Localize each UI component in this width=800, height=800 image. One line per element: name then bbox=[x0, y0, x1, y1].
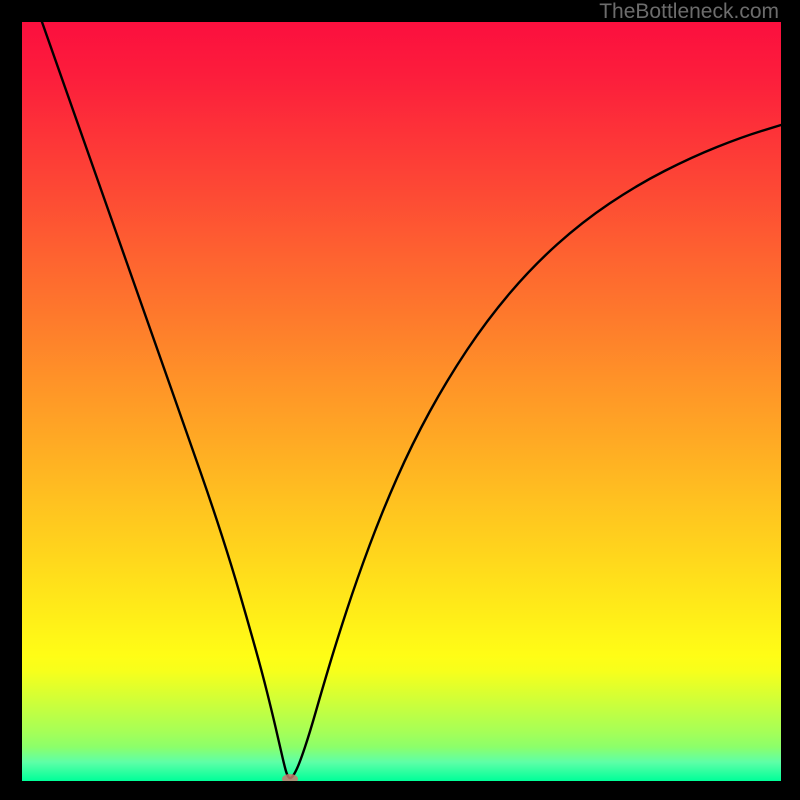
watermark-text: TheBottleneck.com bbox=[599, 0, 779, 24]
plot-area bbox=[22, 22, 781, 781]
bottleneck-curve bbox=[22, 22, 781, 781]
minimum-marker bbox=[282, 774, 298, 781]
chart-frame: TheBottleneck.com bbox=[0, 0, 800, 800]
